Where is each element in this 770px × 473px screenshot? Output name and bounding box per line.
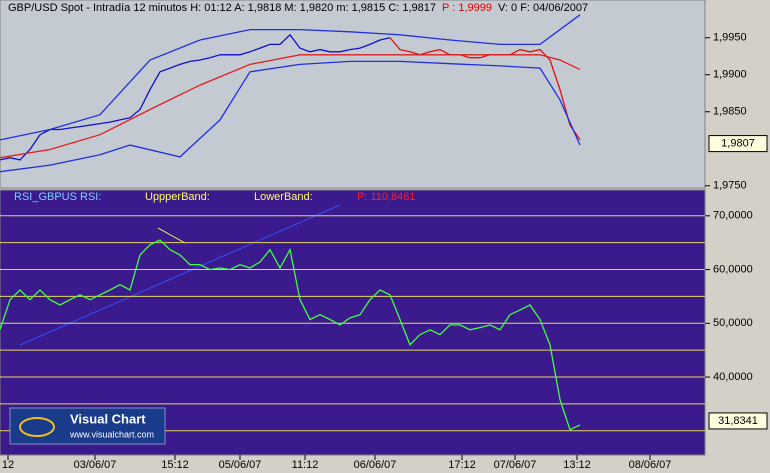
x-tick-label: 05/06/07 (219, 459, 262, 471)
series-line (0, 54, 581, 159)
header-part: UppperBand: (145, 191, 210, 203)
y-tick-label: 1,9900 (713, 69, 747, 81)
x-tick-label: 13:12 (563, 459, 591, 471)
x-tick-label: 11:12 (292, 459, 319, 471)
logo-box (9, 407, 166, 445)
header-part: GBP/USD Spot - Intradía 12 minutos H: 01… (8, 2, 436, 14)
series-line (0, 239, 581, 431)
y-tick-label: 40,0000 (713, 371, 753, 383)
header-part: P: 110,8461 (357, 191, 416, 203)
last-value-box (708, 135, 768, 153)
y-tick-label: 60,0000 (713, 263, 753, 275)
header-part: RSI_GBPUS RSI: (14, 191, 101, 203)
series-line (0, 60, 581, 173)
y-tick-label: 1,9750 (713, 180, 747, 192)
y-tick-label: 1,9950 (713, 32, 747, 44)
panel-header: RSI_GBPUS RSI: UppperBand: LowerBand: P: 11… (14, 191, 416, 203)
x-tick-label: 06/06/07 (354, 459, 397, 471)
last-value-box (708, 412, 768, 430)
y-tick-label: 70,0000 (713, 210, 753, 222)
header-part: V: 0 F: 04/06/2007 (498, 2, 588, 14)
price-panel (0, 0, 706, 189)
logo-url: www.visualchart.com (69, 429, 154, 439)
x-tick-label: 03/06/07 (74, 459, 117, 471)
trend-line (19, 204, 341, 346)
x-tick-label: 12 (2, 459, 14, 471)
last-value-label: 1,9807 (721, 137, 755, 149)
logo-icon (19, 417, 55, 437)
logo: Visual Chart www.visualchart.com (9, 407, 166, 445)
series-line (0, 33, 391, 161)
trend-line (157, 227, 186, 244)
x-tick-label: 07/06/07 (494, 459, 537, 471)
y-axis-area (706, 190, 770, 455)
logo-name: Visual Chart (70, 411, 146, 426)
y-tick-label: 50,0000 (713, 317, 753, 329)
x-tick-label: 17:12 (448, 459, 476, 471)
y-tick-label: 1,9850 (713, 106, 747, 118)
header-part: P : 1,9999 (442, 2, 492, 14)
last-value-label: 31,8341 (718, 415, 758, 427)
x-tick-label: 15:12 (161, 459, 189, 471)
series-line (0, 14, 581, 141)
y-axis-area (706, 0, 770, 188)
panel-header: GBP/USD Spot - Intradía 12 minutos H: 01… (8, 2, 588, 14)
x-tick-label: 08/06/07 (629, 459, 672, 471)
header-part: LowerBand: (254, 191, 313, 203)
